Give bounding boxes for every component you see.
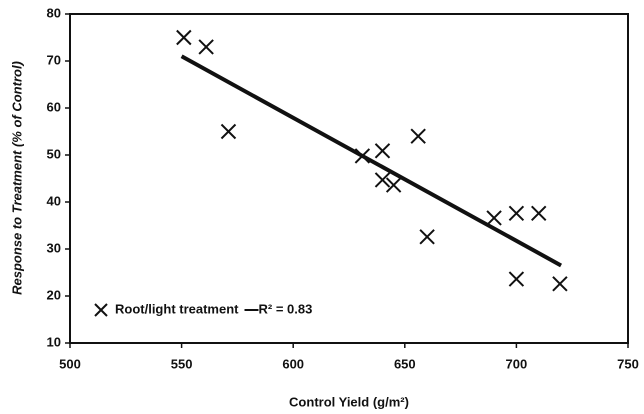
trend-line [180,54,563,268]
marker-x [486,210,502,226]
y-tick-label: 10 [47,334,61,349]
y-tick-label: 80 [47,5,61,20]
x-tick-label: 600 [282,356,304,371]
x-tick-label: 750 [617,356,639,371]
marker-x [374,143,391,159]
marker-x [198,39,214,55]
marker-x [385,177,402,193]
y-tick-label: 60 [47,99,61,114]
legend-marker [94,303,108,317]
legend-label: Root/light treatment [115,301,239,316]
marker-x [410,128,426,144]
legend-label: R² = 0.83 [259,301,313,316]
plot-frame [69,13,629,344]
marker-x [508,271,525,287]
marker-x [419,229,435,245]
y-tick-label: 20 [47,287,61,302]
x-axis-label: Control Yield (g/m²) [289,394,409,409]
marker-x [220,123,237,140]
x-tick-label: 500 [59,356,81,371]
y-tick-label: 70 [47,52,61,67]
y-axis-label: Response to Treatment (% of Control) [9,61,24,295]
y-tick-label: 50 [47,146,61,161]
marker-x [552,276,568,292]
marker-x [374,172,391,188]
marker-x [508,205,525,221]
x-tick-label: 700 [506,356,528,371]
marker-x [531,205,547,221]
x-tick-label: 650 [394,356,416,371]
y-tick-label: 40 [47,193,61,208]
marker-x [176,29,192,46]
y-tick-label: 30 [47,240,61,255]
x-tick-label: 550 [171,356,193,371]
